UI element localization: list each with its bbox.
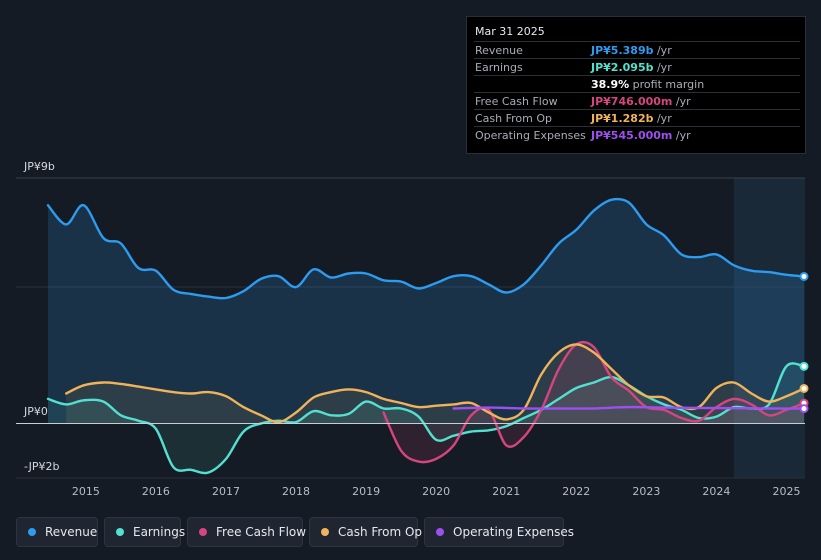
tooltip-row-value: JP¥1.282b /yr xyxy=(591,112,672,125)
x-tick-label: 2015 xyxy=(72,485,100,498)
legend-item-operating-expenses[interactable]: Operating Expenses xyxy=(424,517,574,547)
legend-item-free-cash-flow[interactable]: Free Cash Flow xyxy=(187,517,307,547)
x-tick-label: 2017 xyxy=(212,485,240,498)
y-tick-label: -JP¥2b xyxy=(24,460,59,473)
legend-item-earnings[interactable]: Earnings xyxy=(104,517,185,547)
tooltip-row-label: Earnings xyxy=(475,61,523,74)
x-tick-label: 2016 xyxy=(142,485,170,498)
legend-label: Operating Expenses xyxy=(453,525,574,539)
revenue-end-marker xyxy=(799,271,809,281)
legend-item-revenue[interactable]: Revenue xyxy=(16,517,98,547)
tooltip-row-label: Free Cash Flow xyxy=(475,95,558,108)
x-tick-label: 2024 xyxy=(702,485,730,498)
legend-dot-icon xyxy=(436,528,444,536)
tooltip-row-label: Cash From Op xyxy=(475,112,553,125)
legend-label: Earnings xyxy=(133,525,186,539)
operating-expenses-line xyxy=(452,405,806,410)
legend-dot-icon xyxy=(321,528,329,536)
revenue-area xyxy=(48,199,804,424)
x-tick-label: 2023 xyxy=(632,485,660,498)
tooltip-row: Earnings JP¥2.095b /yr xyxy=(474,58,800,76)
operating-expenses-end-marker xyxy=(799,404,809,414)
tooltip-row-label: Revenue xyxy=(475,44,523,57)
earnings-line xyxy=(46,362,806,475)
tooltip-date: Mar 31 2025 xyxy=(475,25,545,38)
legend-label: Revenue xyxy=(45,525,98,539)
x-tick-label: 2018 xyxy=(282,485,310,498)
tooltip-row: Operating Expenses JP¥545.000m /yr xyxy=(474,126,800,144)
tooltip-row: Free Cash Flow JP¥746.000m /yr xyxy=(474,92,800,110)
x-tick-label: 2025 xyxy=(772,485,800,498)
tooltip-row-value: JP¥2.095b /yr xyxy=(591,61,672,74)
free-cash-flow-line xyxy=(382,340,806,464)
tooltip-row-label: Operating Expenses xyxy=(475,129,586,142)
tooltip-row: 38.9% profit margin xyxy=(474,75,800,93)
revenue-line xyxy=(46,197,806,300)
tooltip-row-value: JP¥545.000m /yr xyxy=(591,129,691,142)
tooltip-row-unit: profit margin xyxy=(629,78,705,91)
tooltip-row-value: JP¥5.389b /yr xyxy=(591,44,672,57)
tooltip-panel: Mar 31 2025 Revenue JP¥5.389b /yr Earnings… xyxy=(466,16,806,154)
tooltip-row: Cash From Op JP¥1.282b /yr xyxy=(474,109,800,127)
free-cash-flow-area xyxy=(383,342,804,463)
cash-from-op-area xyxy=(66,344,804,424)
highlight-band xyxy=(733,178,805,478)
y-tick-label: JP¥9b xyxy=(23,160,55,173)
cash-from-op-end-marker xyxy=(799,383,809,393)
tooltip-row-unit: /yr xyxy=(672,95,691,108)
x-tick-label: 2021 xyxy=(492,485,520,498)
legend-dot-icon xyxy=(116,528,124,536)
earnings-area xyxy=(48,363,804,474)
x-tick-label: 2022 xyxy=(562,485,590,498)
tooltip-row-unit: /yr xyxy=(653,44,672,57)
x-tick-label: 2020 xyxy=(422,485,450,498)
earnings-end-marker xyxy=(799,361,809,371)
tooltip-row-unit: /yr xyxy=(653,61,672,74)
tooltip-row-value: 38.9% profit margin xyxy=(591,78,705,91)
y-tick-label: JP¥0 xyxy=(23,405,48,418)
legend-dot-icon xyxy=(28,528,36,536)
tooltip-row-unit: /yr xyxy=(653,112,672,125)
x-tick-label: 2019 xyxy=(352,485,380,498)
tooltip-row-unit: /yr xyxy=(672,129,691,142)
legend-label: Free Cash Flow xyxy=(216,525,307,539)
legend-dot-icon xyxy=(199,528,207,536)
legend-label: Cash From Op xyxy=(338,525,423,539)
tooltip-row-value: JP¥746.000m /yr xyxy=(591,95,691,108)
legend-item-cash-from-op[interactable]: Cash From Op xyxy=(309,517,422,547)
tooltip-row: Revenue JP¥5.389b /yr xyxy=(474,41,800,59)
